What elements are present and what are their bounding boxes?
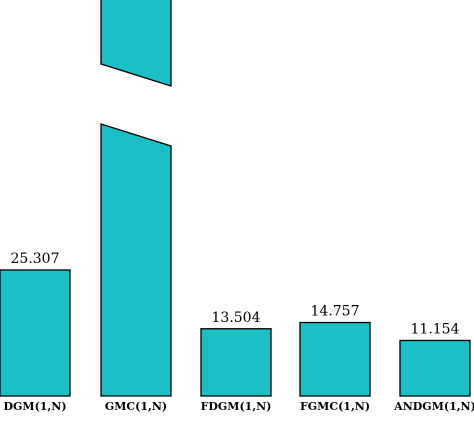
tick-label-fgmc-1-n: FGMC(1,N) (300, 400, 370, 413)
tick-label-dgm-1-n: DGM(1,N) (3, 400, 66, 413)
bar-fgmc-1-n (299, 321, 371, 397)
bar-gmc-1-n-upper (100, 0, 172, 87)
tick-label-gmc-1-n: GMC(1,N) (105, 400, 167, 413)
data-label-dgm-1-n: 25.307 (11, 251, 60, 267)
tick-label-fdgm-1-n: FDGM(1,N) (201, 400, 272, 413)
data-label-andgm-1-n: 11.154 (411, 321, 460, 337)
bars (0, 0, 471, 397)
data-label-fdgm-1-n: 13.504 (212, 310, 261, 326)
bar-andgm-1-n (399, 339, 471, 397)
data-labels: 25.307 13.504 14.757 11.154 (11, 251, 460, 337)
bar-gmc-1-n-lower (100, 123, 172, 397)
bar-fdgm-1-n (200, 328, 272, 397)
bar-dgm-1-n (0, 269, 71, 397)
data-label-fgmc-1-n: 14.757 (311, 304, 360, 320)
tick-label-andgm-1-n: ANDGM(1,N) (393, 400, 474, 413)
category-labels: DGM(1,N) GMC(1,N) FDGM(1,N) FGMC(1,N) ANDGM(… (3, 400, 474, 413)
